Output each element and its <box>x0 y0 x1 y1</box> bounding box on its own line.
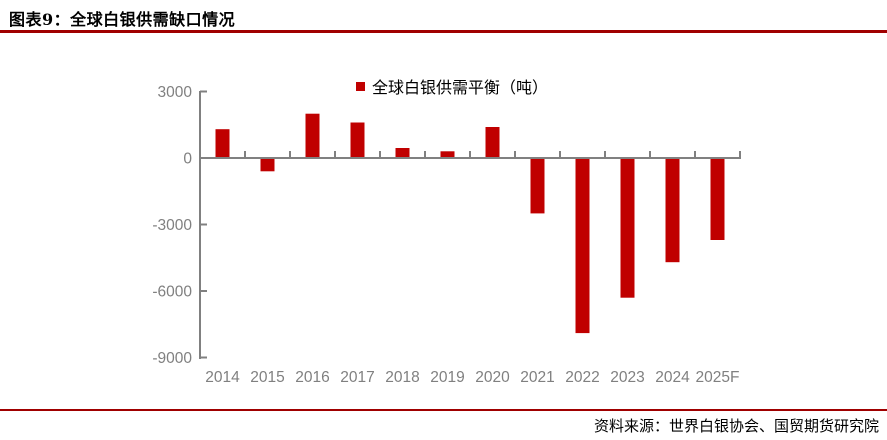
x-axis-label: 2015 <box>250 369 284 386</box>
x-axis-label: 2016 <box>295 369 329 386</box>
x-axis-label: 2022 <box>565 369 599 386</box>
y-axis-label: -6000 <box>152 284 192 301</box>
bar-2022 <box>575 158 590 334</box>
bar-2016 <box>305 113 320 158</box>
x-axis-label: 2021 <box>520 369 554 386</box>
bar-2018 <box>395 148 410 158</box>
x-axis-label: 2019 <box>430 369 464 386</box>
y-axis-label: 3000 <box>158 84 193 101</box>
legend-label: 全球白银供需平衡（吨） <box>372 78 549 97</box>
bar-2024 <box>665 158 680 263</box>
page-title: 图表9：全球白银供需缺口情况 <box>9 10 236 29</box>
bar-2025F <box>710 158 725 240</box>
title-underline-rule <box>0 30 887 33</box>
bar-2017 <box>350 122 365 158</box>
x-axis-label: 2025F <box>696 369 740 386</box>
y-axis-label: 0 <box>183 151 192 168</box>
y-axis-label: -9000 <box>152 350 192 367</box>
x-axis-label: 2014 <box>205 369 240 386</box>
x-axis-label: 2017 <box>340 369 374 386</box>
x-axis-label: 2018 <box>385 369 419 386</box>
x-axis-label: 2023 <box>610 369 644 386</box>
x-axis-label: 2020 <box>475 369 510 386</box>
bar-2023 <box>620 158 635 298</box>
bar-2015 <box>260 158 275 172</box>
bar-2021 <box>530 158 545 214</box>
red-square-icon <box>356 81 365 91</box>
y-axis-label: -3000 <box>152 217 192 234</box>
bar-2014 <box>215 129 230 158</box>
bar-2019 <box>440 151 455 158</box>
x-axis-label: 2024 <box>655 369 690 386</box>
bar-2020 <box>485 127 500 158</box>
footer-rule <box>0 409 887 411</box>
chart-legend: 全球白银供需平衡（吨） <box>356 74 548 98</box>
source-note: 资料来源：世界白银协会、国贸期货研究院 <box>593 417 879 435</box>
